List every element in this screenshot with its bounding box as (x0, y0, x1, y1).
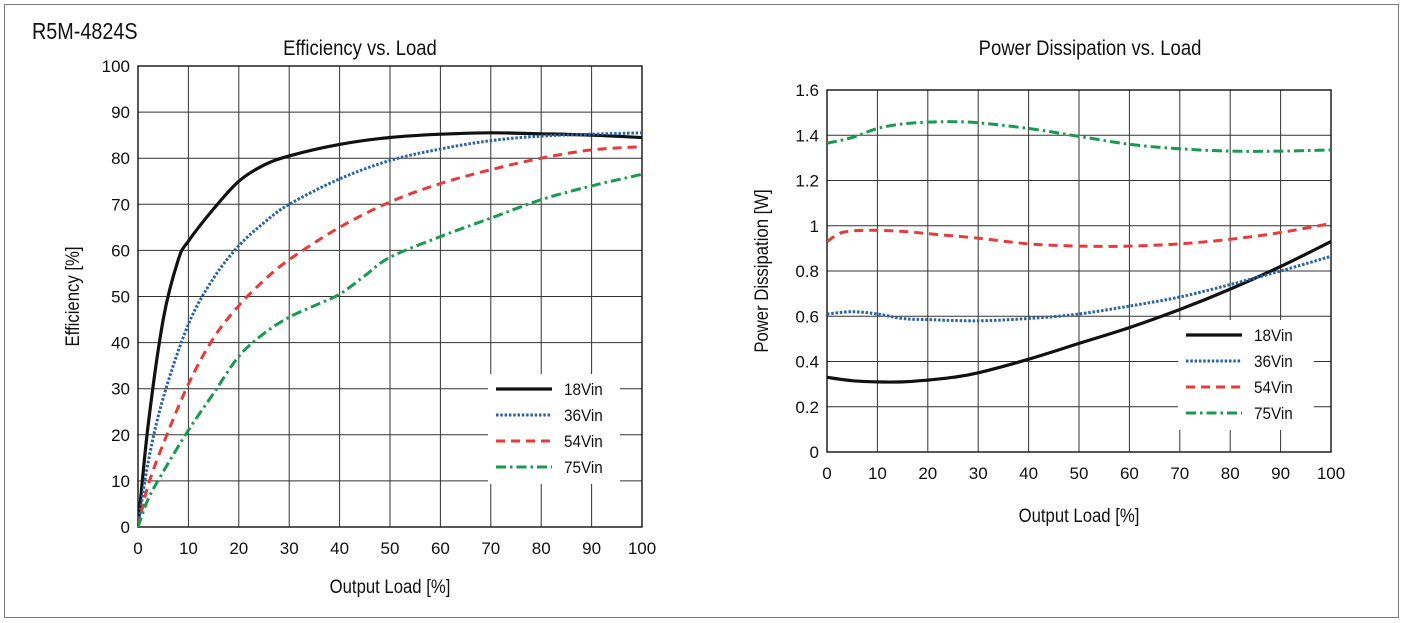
pd-legend-label-75vin: 75Vin (1254, 404, 1293, 423)
pd-x-tick-30: 30 (969, 464, 988, 483)
eff-x-tick-100: 100 (628, 539, 656, 558)
eff-chart-title: Efficiency vs. Load (283, 37, 437, 60)
pd-y-tick-4: 0.8 (795, 262, 819, 281)
pd-y-tick-3: 0.6 (795, 307, 819, 326)
pd-series-54vin (827, 222, 1331, 248)
eff-x-tick-50: 50 (381, 539, 400, 558)
pd-x-tick-10: 10 (868, 464, 887, 483)
figure-frame (4, 4, 1399, 618)
eff-x-tick-90: 90 (582, 539, 601, 558)
eff-legend-label-18vin: 18Vin (564, 380, 603, 399)
pd-series-36vin (827, 254, 1331, 323)
pd-x-tick-100: 100 (1317, 464, 1345, 483)
pd-x-tick-40: 40 (1019, 464, 1038, 483)
eff-x-tick-70: 70 (481, 539, 500, 558)
efficiency-chart: Efficiency vs. Load 0 10 20 30 40 50 60 70 80 90 10… (62, 37, 656, 597)
eff-series-36vin (138, 131, 642, 527)
eff-x-tick-30: 30 (280, 539, 299, 558)
eff-y-tick-1: 10 (111, 472, 130, 491)
eff-legend-label-36vin: 36Vin (564, 406, 603, 425)
eff-y-tick-5: 50 (111, 288, 130, 307)
pd-y-tick-6: 1.2 (795, 172, 819, 191)
eff-x-tick-60: 60 (431, 539, 450, 558)
pd-legend-label-18vin: 18Vin (1254, 326, 1293, 345)
pd-y-tick-8: 1.6 (795, 81, 819, 100)
eff-series-75vin (138, 172, 642, 527)
pd-x-tick-20: 20 (918, 464, 937, 483)
pd-legend-label-36vin: 36Vin (1254, 352, 1293, 371)
pd-x-tick-50: 50 (1070, 464, 1089, 483)
pd-y-tick-7: 1.4 (795, 126, 819, 145)
eff-y-tick-6: 60 (111, 241, 130, 260)
pd-y-tick-0: 0 (810, 443, 819, 462)
eff-y-tick-3: 30 (111, 380, 130, 399)
eff-series-18vin (138, 131, 642, 527)
eff-y-tick-9: 90 (111, 103, 130, 122)
pd-series-18vin (827, 240, 1331, 384)
pd-plot-area (826, 89, 1332, 453)
eff-x-tick-40: 40 (330, 539, 349, 558)
model-label: R5M-4824S (32, 18, 138, 44)
eff-x-tick-80: 80 (532, 539, 551, 558)
pd-x-tick-60: 60 (1120, 464, 1139, 483)
pd-x-tick-90: 90 (1271, 464, 1290, 483)
pd-y-axis-label: Power Dissipation [W] (751, 189, 772, 352)
eff-legend-label-54vin: 54Vin (564, 432, 603, 451)
eff-legend-label-75vin: 75Vin (564, 458, 603, 477)
pd-y-tick-5: 1 (810, 217, 819, 236)
eff-x-tick-0: 0 (133, 539, 142, 558)
eff-x-tick-20: 20 (229, 539, 248, 558)
eff-y-tick-2: 20 (111, 426, 130, 445)
pd-series-75vin (827, 120, 1331, 153)
eff-plot-area (137, 65, 643, 528)
pd-y-tick-2: 0.4 (795, 353, 819, 372)
eff-series-54vin (138, 145, 642, 527)
pd-y-tick-1: 0.2 (795, 398, 819, 417)
pd-x-tick-70: 70 (1170, 464, 1189, 483)
eff-y-tick-8: 80 (111, 149, 130, 168)
eff-y-axis-label: Efficiency [%] (62, 247, 83, 347)
pd-x-axis-label: Output Load [%] (1019, 505, 1140, 526)
eff-y-tick-10: 100 (102, 57, 130, 76)
pd-chart-title: Power Dissipation vs. Load (979, 37, 1202, 60)
pd-legend-label-54vin: 54Vin (1254, 378, 1293, 397)
pd-x-tick-0: 0 (822, 464, 831, 483)
pd-x-tick-80: 80 (1221, 464, 1240, 483)
eff-y-tick-4: 40 (111, 334, 130, 353)
eff-y-tick-7: 70 (111, 195, 130, 214)
eff-x-axis-label: Output Load [%] (330, 576, 451, 597)
eff-x-tick-10: 10 (179, 539, 198, 558)
eff-y-tick-0: 0 (121, 518, 130, 537)
